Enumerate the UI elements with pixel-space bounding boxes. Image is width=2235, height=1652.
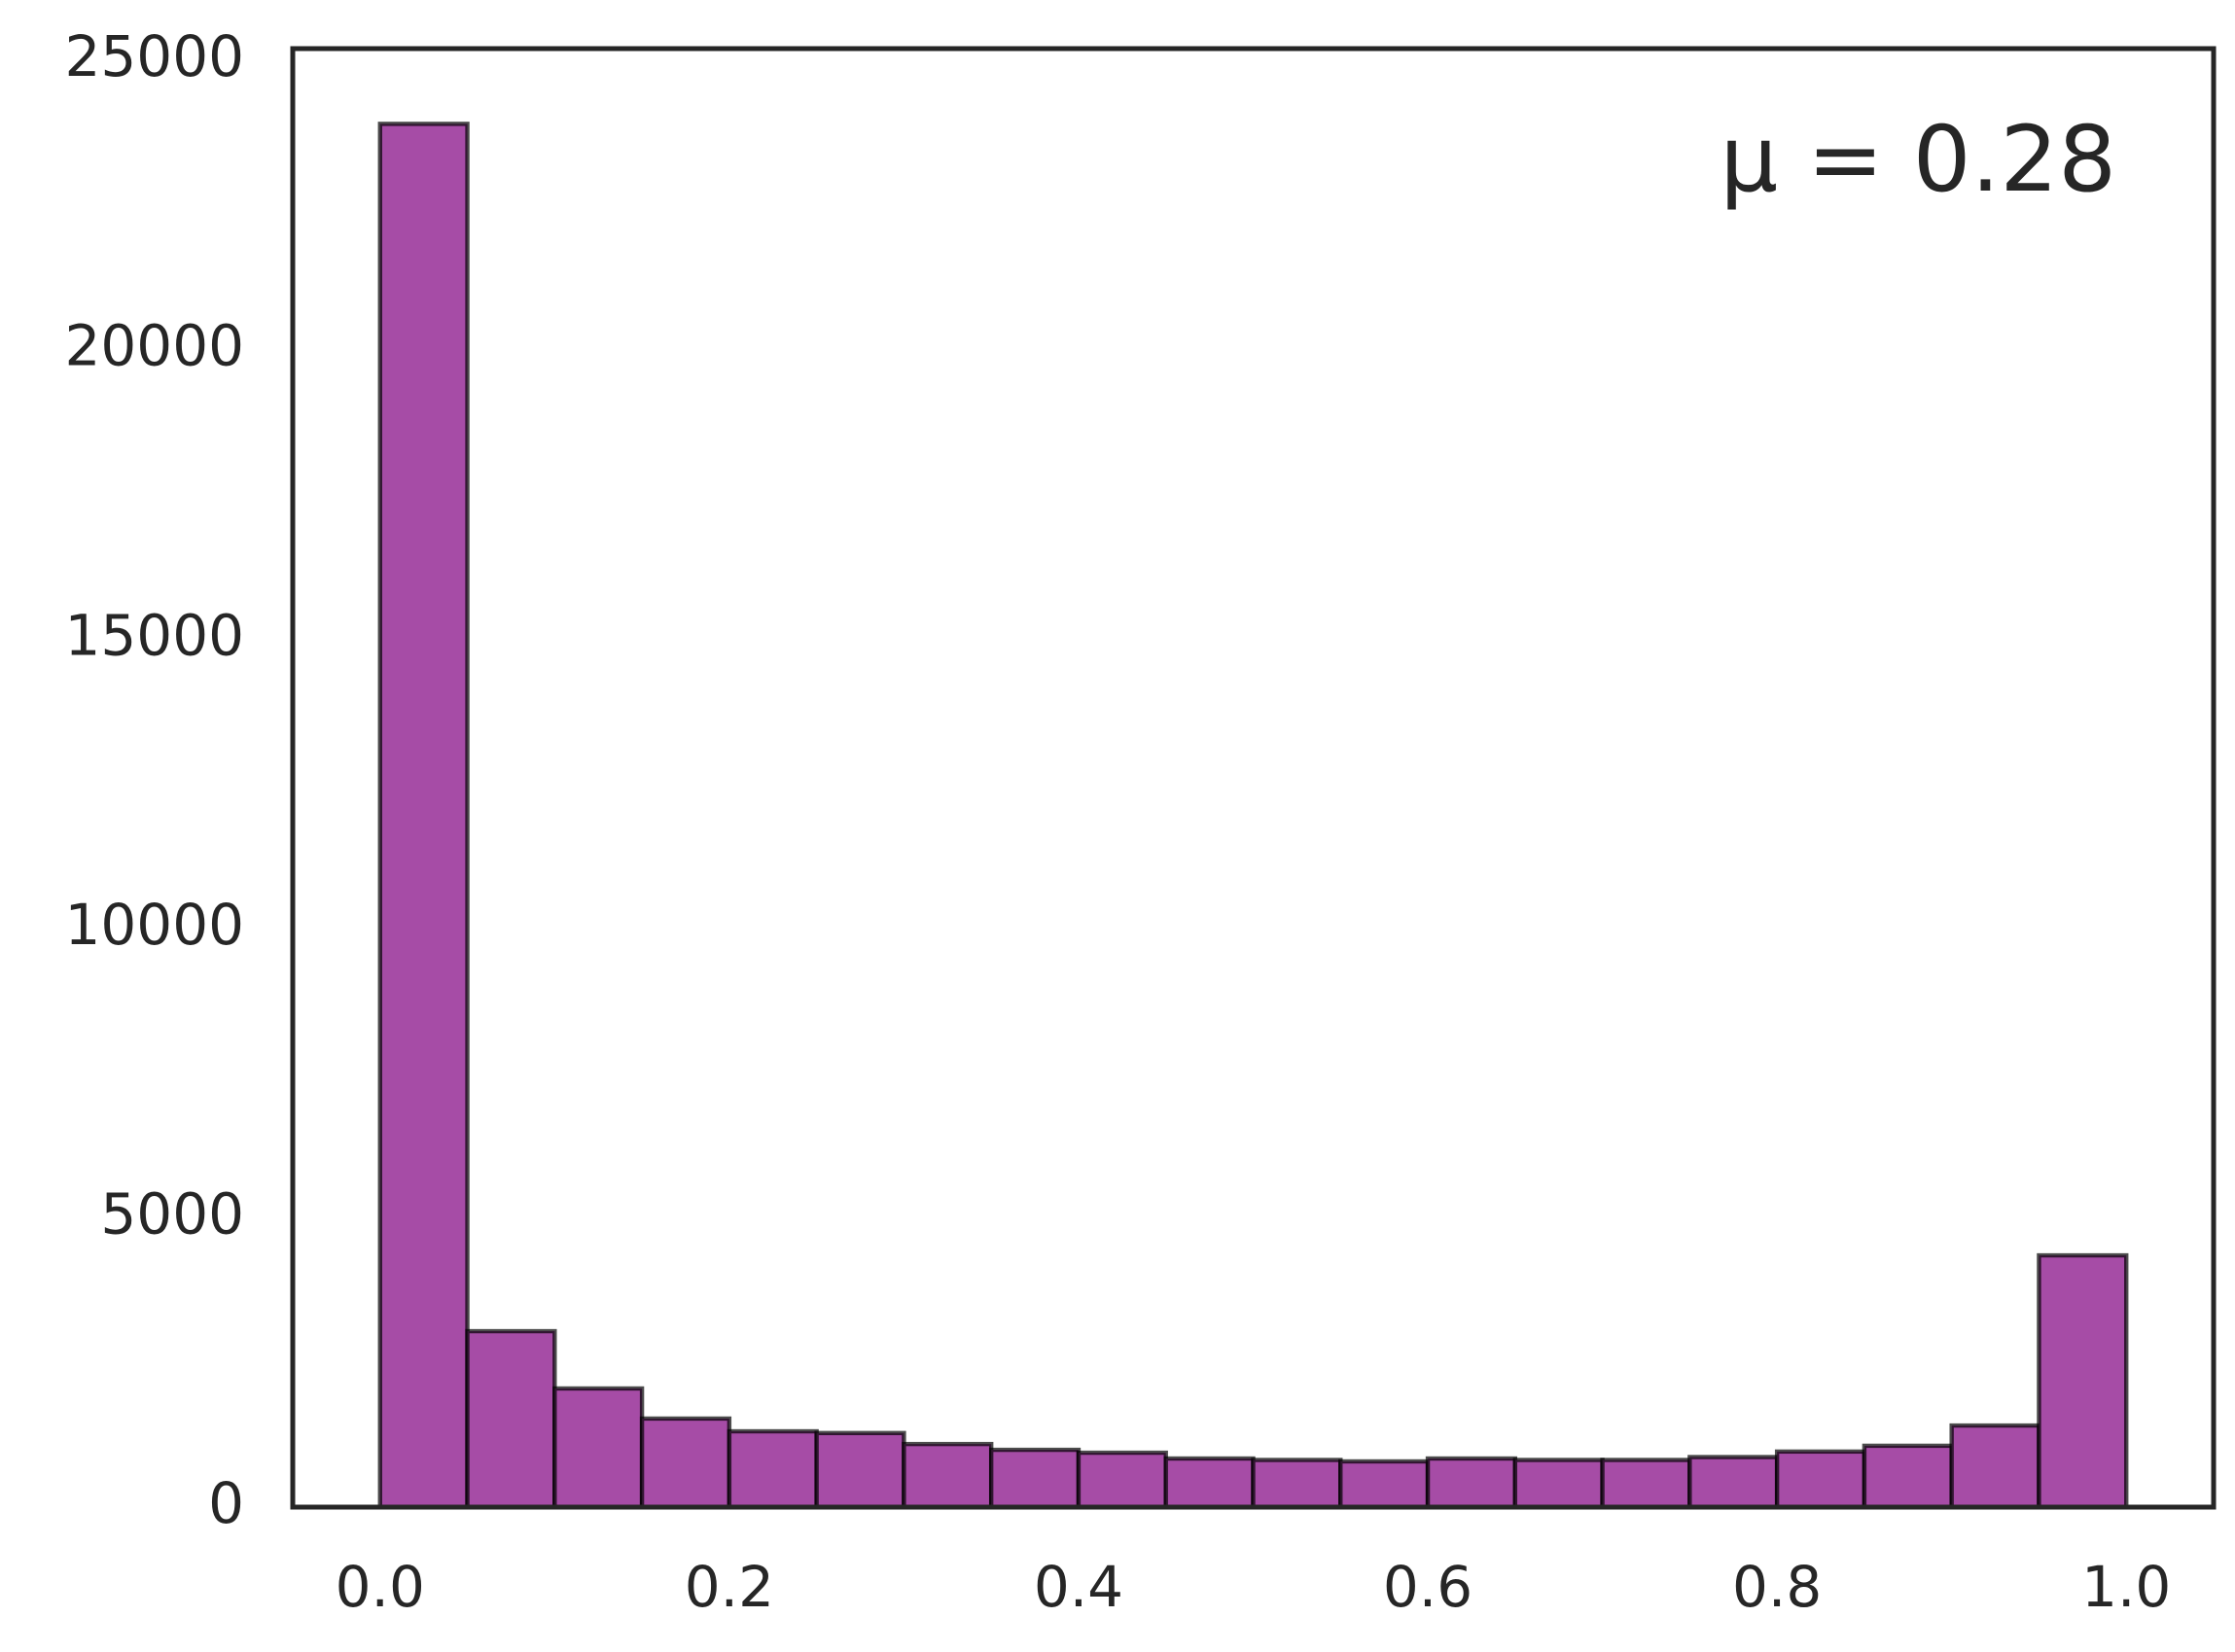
bar — [1338, 1459, 1431, 1510]
y-tick-label: 25000 — [64, 23, 244, 89]
x-tick-label: 0.2 — [685, 1554, 774, 1620]
bar — [1512, 1458, 1605, 1510]
bar — [1600, 1458, 1692, 1510]
bar — [1163, 1456, 1256, 1510]
bar — [814, 1430, 906, 1510]
bar — [377, 122, 470, 1510]
bar — [727, 1428, 819, 1510]
bar — [639, 1416, 732, 1510]
y-tick-label: 5000 — [100, 1180, 244, 1247]
bar — [1949, 1423, 2041, 1510]
bar — [1774, 1449, 1867, 1510]
bar — [988, 1447, 1082, 1510]
y-tick-label: 0 — [208, 1470, 244, 1536]
bar — [1862, 1443, 1954, 1510]
y-tick-label: 15000 — [64, 602, 244, 668]
bar — [1251, 1458, 1343, 1510]
bar — [552, 1386, 645, 1510]
bar — [2037, 1252, 2129, 1510]
annotation: μ = 0.28 — [1720, 107, 2116, 213]
x-tick-label: 0.6 — [1383, 1554, 1472, 1620]
bar — [1425, 1456, 1518, 1510]
x-tick-label: 0.8 — [1732, 1554, 1822, 1620]
bar — [1687, 1455, 1780, 1510]
bar — [1076, 1450, 1168, 1510]
bar — [465, 1328, 557, 1510]
y-tick-label: 10000 — [64, 892, 244, 958]
y-tick-label: 20000 — [64, 313, 244, 379]
plot-frame — [290, 46, 2217, 1510]
x-tick-label: 0.0 — [336, 1554, 425, 1620]
x-tick-label: 0.4 — [1034, 1554, 1123, 1620]
x-tick-label: 1.0 — [2081, 1554, 2171, 1620]
bar — [902, 1441, 994, 1510]
